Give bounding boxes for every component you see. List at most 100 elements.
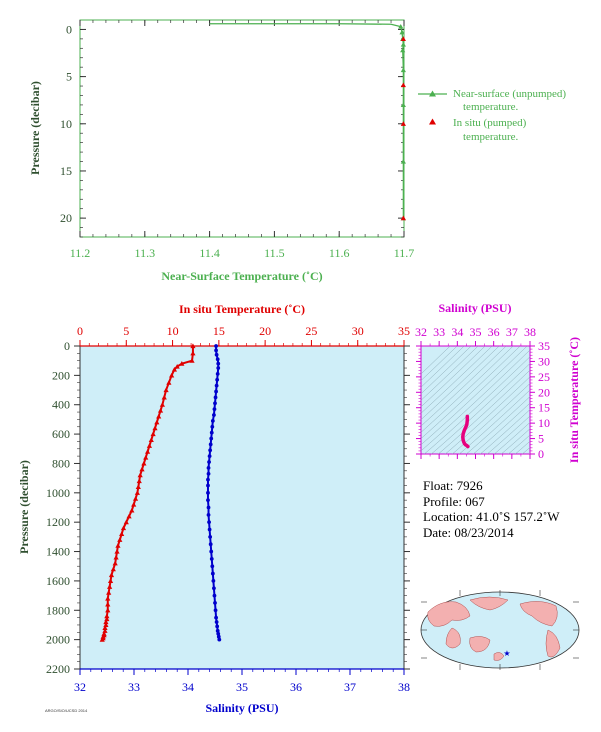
date: Date: 08/23/2014 bbox=[423, 524, 514, 540]
ts-isopycnal bbox=[421, 346, 500, 420]
ts-isopycnal bbox=[430, 363, 530, 454]
ts-right-tick-label: 5 bbox=[538, 432, 544, 446]
ns-x-tick-label: 11.5 bbox=[264, 246, 285, 260]
pr-y-tick-label: 1000 bbox=[46, 486, 70, 500]
pr-salinity-point bbox=[210, 418, 215, 423]
pr-temperature-point bbox=[157, 408, 164, 413]
ts-isopycnal bbox=[421, 346, 514, 433]
ts-isopycnal bbox=[421, 346, 521, 439]
pr-salinity-point bbox=[216, 361, 221, 366]
pr-top-tick-label: 30 bbox=[352, 324, 364, 338]
pr-temperature-point bbox=[115, 543, 121, 548]
near-surface-plot-frame bbox=[79, 19, 405, 238]
pr-temperature-point bbox=[107, 578, 114, 583]
ts-top-tick-label: 33 bbox=[433, 325, 445, 339]
pr-y-tick-label: 600 bbox=[52, 427, 70, 441]
pr-temperature-point bbox=[110, 566, 116, 572]
profile-top-axis-label: In situ Temperature (˚C) bbox=[179, 302, 305, 316]
ts-top-tick-label: 38 bbox=[524, 325, 536, 339]
pr-salinity-point bbox=[215, 377, 220, 382]
pr-salinity-point bbox=[206, 483, 210, 488]
pr-bottom-tick-label: 35 bbox=[236, 680, 248, 694]
pr-salinity-point bbox=[213, 395, 218, 400]
pr-temperature-point bbox=[117, 537, 123, 542]
pr-salinity-point bbox=[207, 454, 212, 459]
ts-isopycnal bbox=[500, 428, 530, 454]
pr-salinity-point bbox=[208, 542, 213, 547]
pr-temperature-point bbox=[103, 619, 109, 625]
pr-temperature-point bbox=[141, 460, 147, 466]
pr-salinity-point bbox=[214, 348, 218, 353]
pr-salinity-point bbox=[210, 571, 215, 576]
pr-temperature-point bbox=[156, 413, 162, 419]
float-info: Float: 7926 Profile: 067 Location: 41.0˚… bbox=[423, 478, 559, 540]
pr-temperature-point bbox=[189, 358, 195, 363]
pr-salinity-point bbox=[216, 366, 221, 370]
ts-isopycnal bbox=[444, 376, 530, 454]
ts-isopycnal bbox=[479, 409, 530, 454]
ts-top-tick-label: 32 bbox=[415, 325, 427, 339]
ts-isopycnal bbox=[472, 402, 530, 454]
ts-isopycnal bbox=[458, 389, 530, 454]
ns-y-tick-label: 20 bbox=[60, 211, 72, 225]
pr-temperature-point bbox=[144, 449, 151, 454]
pr-temperature-point bbox=[131, 501, 137, 507]
pr-salinity-point bbox=[208, 534, 213, 539]
pr-salinity-point bbox=[208, 442, 213, 447]
legend-marker-pumped bbox=[429, 118, 436, 125]
pr-temperature-point bbox=[152, 425, 158, 431]
ts-isopycnal bbox=[421, 346, 486, 408]
pr-bottom-tick-label: 38 bbox=[398, 680, 410, 694]
pr-y-tick-label: 2200 bbox=[46, 662, 70, 676]
pr-salinity-point bbox=[216, 631, 221, 636]
ts-isopycnal bbox=[421, 346, 493, 414]
pr-bottom-tick-label: 34 bbox=[182, 680, 194, 694]
ns-x-tick-label: 11.7 bbox=[394, 246, 415, 260]
ns-x-tick-label: 11.6 bbox=[329, 246, 350, 260]
pr-temperature-point bbox=[166, 380, 172, 385]
pr-top-tick-label: 15 bbox=[213, 324, 225, 338]
ts-right-tick-label: 20 bbox=[538, 385, 550, 399]
pr-salinity-point bbox=[212, 413, 216, 417]
pr-bottom-tick-label: 32 bbox=[74, 680, 86, 694]
ts-isopycnal bbox=[421, 346, 528, 446]
ns-unpumped-point bbox=[400, 102, 406, 107]
pr-salinity-point bbox=[212, 407, 217, 412]
pr-y-tick-label: 400 bbox=[52, 398, 70, 412]
ts-isopycnal bbox=[507, 434, 530, 454]
ts-right-tick-label: 25 bbox=[538, 370, 550, 384]
pr-temperature-point bbox=[105, 607, 111, 613]
pr-temperature-point bbox=[146, 443, 153, 448]
pr-y-tick-label: 2000 bbox=[46, 633, 70, 647]
footer-credit: ARGO/SIO/UCSD 2014 bbox=[45, 708, 88, 713]
pr-temperature-point bbox=[150, 431, 156, 437]
pr-salinity-point bbox=[213, 608, 218, 613]
ns-x-tick-label: 11.3 bbox=[135, 246, 156, 260]
pr-top-tick-label: 5 bbox=[123, 324, 129, 338]
pr-temperature-point bbox=[143, 454, 149, 460]
ts-isopycnal bbox=[465, 396, 530, 454]
pr-salinity-point bbox=[207, 460, 211, 464]
pr-salinity-point bbox=[212, 586, 216, 591]
pr-temperature-point bbox=[129, 507, 135, 513]
float-location-star-icon: ★ bbox=[503, 649, 510, 658]
ns-y-tick-label: 15 bbox=[60, 164, 72, 178]
ns-unpumped-point bbox=[398, 24, 404, 29]
ts-top-tick-label: 37 bbox=[506, 325, 518, 339]
ts-isopycnal bbox=[421, 349, 530, 452]
pr-salinity-point bbox=[214, 344, 218, 348]
pr-salinity-point bbox=[207, 520, 211, 525]
ts-isopycnal bbox=[514, 440, 530, 454]
ts-isopycnal bbox=[493, 422, 530, 454]
pr-bottom-tick-label: 37 bbox=[344, 680, 356, 694]
pr-salinity-point bbox=[210, 424, 215, 429]
pr-salinity-point bbox=[214, 389, 218, 394]
pr-salinity-point bbox=[206, 505, 211, 510]
pr-top-tick-label: 10 bbox=[167, 324, 179, 338]
ns-x-tick-label: 11.4 bbox=[199, 246, 220, 260]
pr-temperature-point bbox=[123, 519, 129, 525]
profile-chart: 0 5 10 15 20 25 30 35 32 33 34 35 36 37 38 0 200 400 600… bbox=[17, 302, 410, 715]
ts-right-tick-label: 35 bbox=[538, 339, 550, 353]
